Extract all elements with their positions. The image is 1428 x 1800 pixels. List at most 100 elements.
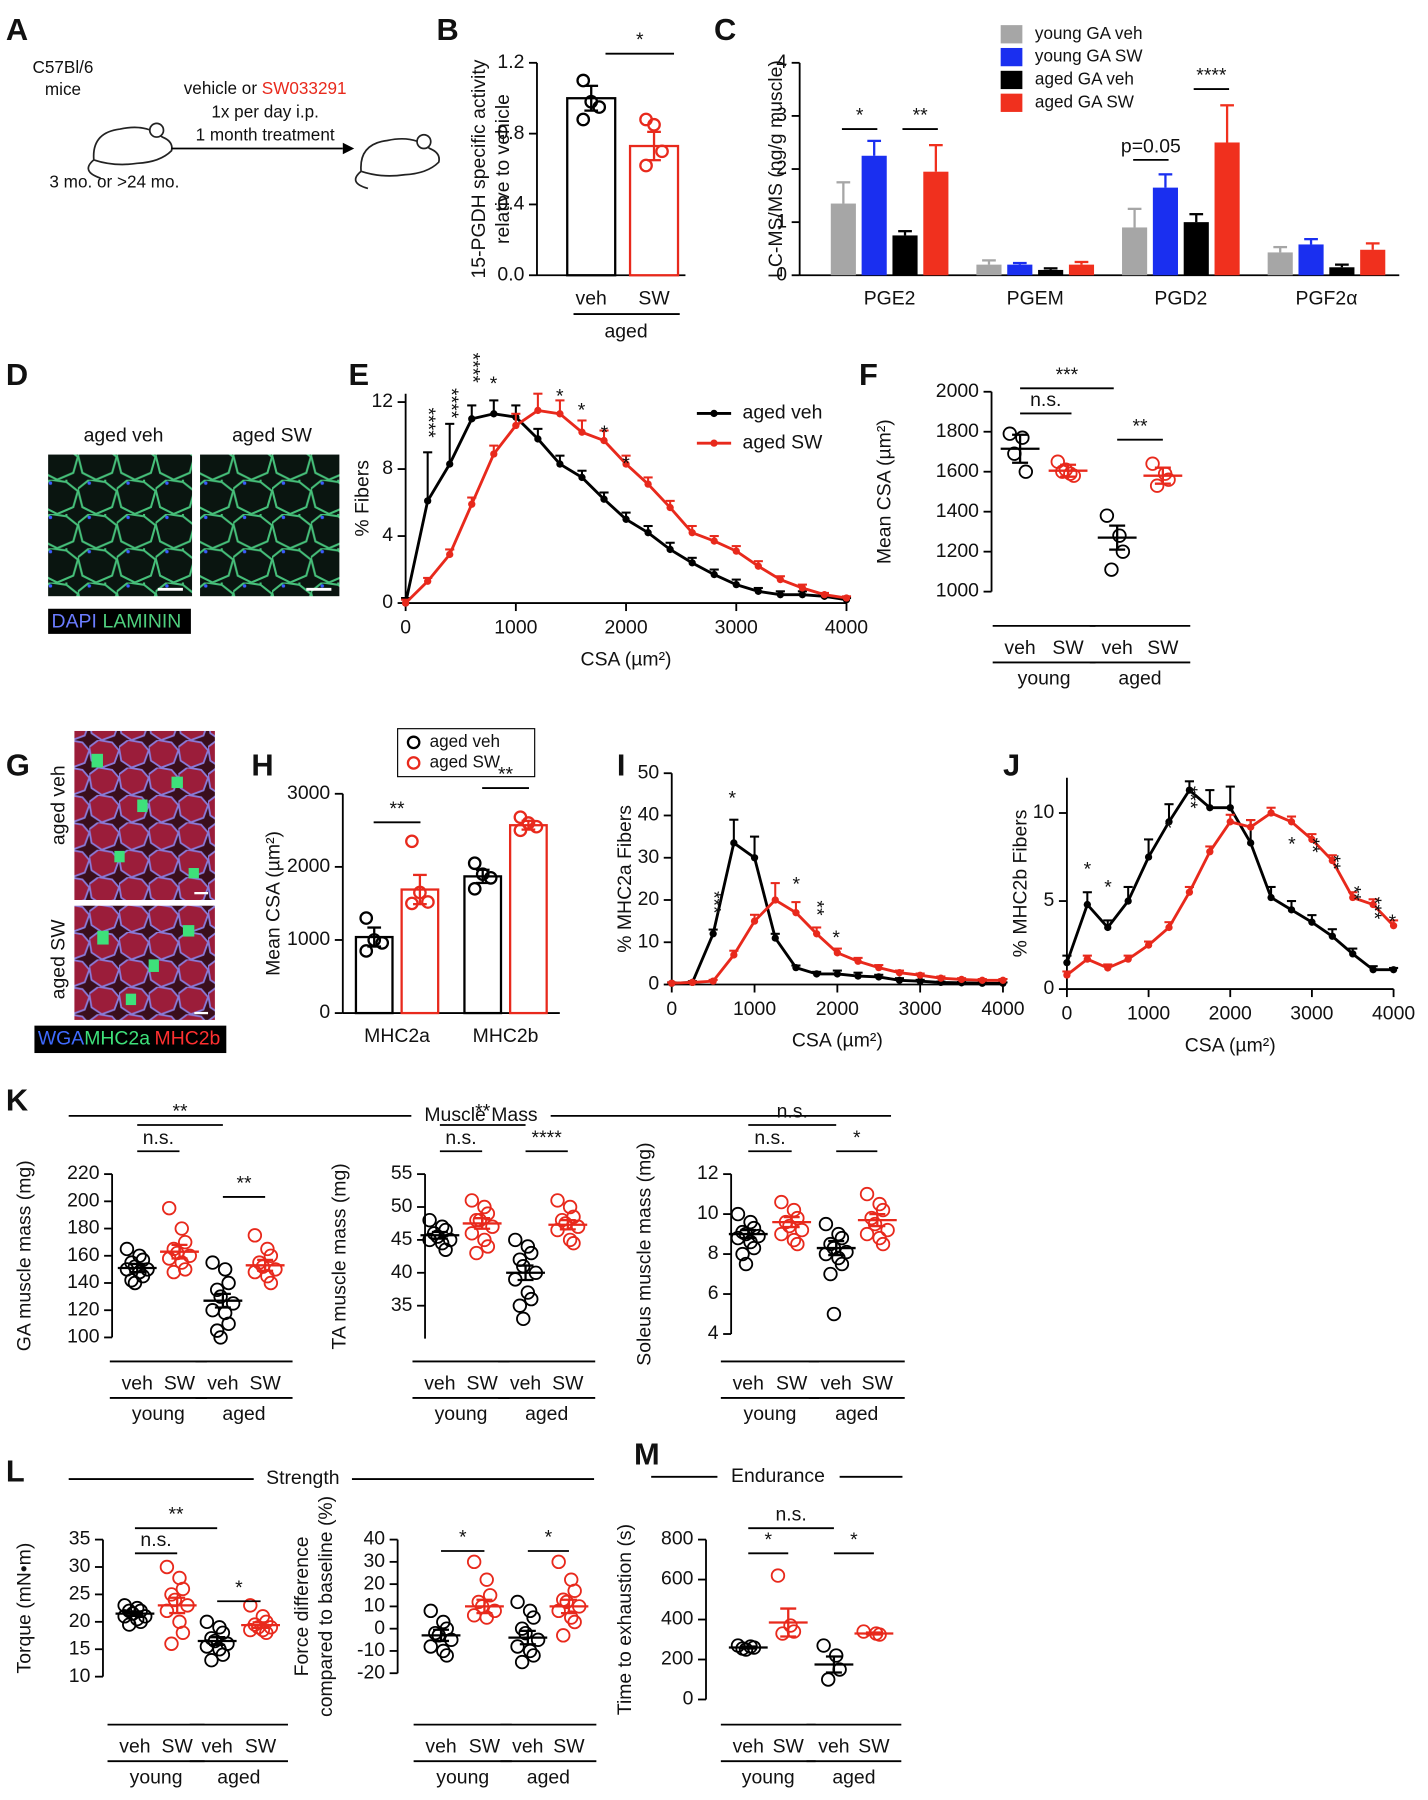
significance-label: ** bbox=[169, 1504, 185, 1526]
significance-label: ** bbox=[1342, 886, 1364, 902]
data-point bbox=[405, 834, 419, 849]
data-point bbox=[776, 591, 785, 599]
significance-label: n.s. bbox=[140, 1529, 171, 1551]
y-axis-label: Soleus muscle mass (mg) bbox=[634, 1142, 656, 1365]
significance-label: * bbox=[235, 1577, 243, 1599]
x-tick-label: SW bbox=[164, 1372, 196, 1394]
legend-swatch bbox=[1000, 93, 1023, 112]
data-point bbox=[709, 977, 717, 985]
data-point bbox=[576, 112, 591, 127]
bar bbox=[354, 935, 394, 1015]
y-tick-label: 4 bbox=[776, 51, 787, 73]
data-point bbox=[794, 1222, 810, 1238]
data-point bbox=[359, 911, 374, 925]
y-tick-label: 2 bbox=[776, 157, 787, 179]
x-tick-label: SW bbox=[773, 1736, 805, 1758]
stain: MHC2a bbox=[84, 1027, 150, 1049]
y-tick-label: 220 bbox=[67, 1162, 100, 1184]
data-point bbox=[518, 1625, 533, 1641]
x-tick-label: SW bbox=[162, 1736, 194, 1758]
data-point bbox=[564, 1610, 579, 1625]
x-tick-label: SW bbox=[552, 1372, 584, 1394]
bar bbox=[1183, 222, 1209, 276]
significance-label: p=0.05 bbox=[1121, 135, 1181, 157]
data-point bbox=[446, 550, 454, 559]
y-axis-label: compared to baseline (%) bbox=[315, 1496, 337, 1717]
significance-label: ** bbox=[1132, 415, 1148, 437]
data-point bbox=[1165, 923, 1173, 932]
data-point bbox=[798, 591, 807, 599]
x-tick-label: SW bbox=[553, 1736, 585, 1758]
y-tick-label: 30 bbox=[69, 1555, 91, 1577]
data-point bbox=[508, 1232, 523, 1248]
data-point bbox=[209, 1282, 225, 1297]
data-point bbox=[423, 1639, 438, 1654]
bar bbox=[830, 203, 856, 276]
data-point bbox=[792, 909, 800, 917]
data-point bbox=[127, 1275, 143, 1291]
data-point bbox=[479, 1610, 494, 1625]
y-tick-label: 20 bbox=[69, 1610, 91, 1632]
panel-label: C bbox=[714, 12, 736, 47]
x-tick-label: SW bbox=[858, 1736, 890, 1758]
panel-label: A bbox=[6, 12, 28, 47]
data-point bbox=[937, 974, 945, 982]
x-tick-label: SW bbox=[467, 1372, 499, 1394]
significance-label: * bbox=[1084, 858, 1092, 880]
ages: 3 mo. or >24 mo. bbox=[49, 171, 179, 191]
legend-swatch bbox=[1000, 47, 1023, 67]
data-point bbox=[464, 1226, 480, 1241]
data-point bbox=[526, 1610, 541, 1625]
bar bbox=[1214, 142, 1240, 276]
data-point bbox=[1018, 464, 1033, 479]
data-point bbox=[1328, 932, 1336, 940]
data-point bbox=[1267, 809, 1275, 817]
data-point bbox=[221, 1275, 236, 1291]
data-point bbox=[562, 1199, 578, 1215]
x-tick-label: MHC2b bbox=[473, 1025, 539, 1047]
y-tick-label: 40 bbox=[391, 1261, 413, 1283]
group-label: young bbox=[742, 1766, 795, 1788]
data-point bbox=[688, 978, 697, 987]
data-point bbox=[263, 1275, 279, 1291]
data-point bbox=[826, 1306, 842, 1322]
data-point bbox=[821, 1672, 836, 1687]
stain: LAMININ bbox=[103, 611, 182, 633]
data-point bbox=[999, 976, 1007, 984]
y-tick-label: 12 bbox=[371, 390, 393, 412]
data-point bbox=[174, 1255, 189, 1270]
x-tick-label: PGE2 bbox=[864, 287, 916, 309]
data-point bbox=[1226, 818, 1234, 826]
data-point bbox=[644, 529, 652, 537]
x-tick-label: veh bbox=[818, 1736, 849, 1758]
data-point bbox=[436, 1643, 451, 1659]
significance-label: *** bbox=[1179, 786, 1201, 809]
x-tick-label: veh bbox=[424, 1372, 455, 1394]
image-label: aged veh bbox=[48, 765, 70, 845]
y-tick-label: 160 bbox=[67, 1244, 100, 1266]
x-tick-label: 2000 bbox=[816, 998, 859, 1020]
data-point bbox=[436, 1614, 451, 1630]
y-tick-label: 1200 bbox=[936, 540, 979, 562]
y-tick-label: 1000 bbox=[936, 580, 979, 602]
y-tick-label: 1000 bbox=[287, 928, 330, 950]
data-point bbox=[510, 1594, 525, 1610]
data-point bbox=[205, 1303, 220, 1318]
stain-legend-bg bbox=[48, 608, 191, 634]
group-label: young bbox=[132, 1403, 185, 1425]
data-point bbox=[213, 1289, 228, 1304]
x-tick-label: veh bbox=[510, 1372, 541, 1394]
data-point bbox=[255, 1622, 271, 1638]
data-point bbox=[423, 1603, 438, 1619]
significance-label: **** bbox=[532, 1127, 563, 1149]
data-point bbox=[413, 885, 427, 900]
data-point bbox=[730, 1206, 746, 1222]
data-point bbox=[263, 1248, 279, 1263]
data-point bbox=[916, 971, 924, 979]
legend-label: aged GA veh bbox=[1035, 68, 1134, 88]
x-tick-label: SW bbox=[862, 1372, 894, 1394]
panel-a: C57Bl/6 mice 3 mo. or >24 mo. vehicle or… bbox=[33, 57, 440, 191]
data-point bbox=[1115, 544, 1131, 559]
significance-label: * bbox=[1165, 817, 1173, 839]
significance-label: * bbox=[578, 399, 586, 421]
